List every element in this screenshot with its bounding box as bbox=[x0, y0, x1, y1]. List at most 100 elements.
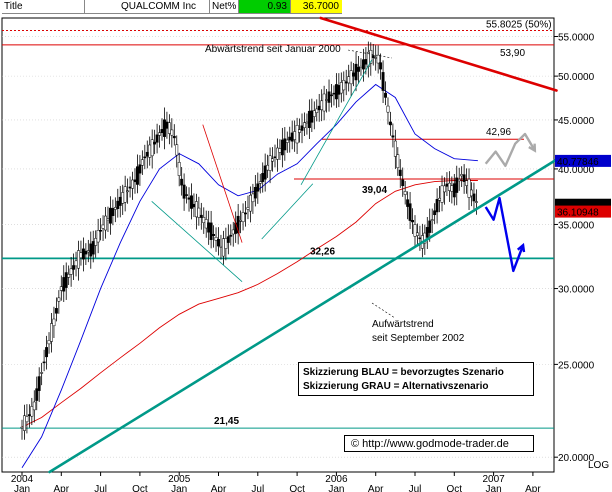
candle-body bbox=[258, 181, 262, 184]
candle-body bbox=[388, 121, 392, 126]
candle-body bbox=[246, 207, 250, 210]
candle-body bbox=[140, 159, 144, 166]
candle-body bbox=[165, 121, 169, 129]
candle-body bbox=[57, 297, 61, 302]
main-trendline bbox=[48, 158, 558, 474]
candle-body bbox=[290, 132, 294, 142]
candle-body bbox=[219, 245, 223, 248]
price-badge-label: 36.10948 bbox=[557, 208, 599, 219]
x-year-label: 2004 bbox=[11, 474, 34, 485]
level-label: 21,45 bbox=[214, 416, 239, 427]
candle-body bbox=[99, 230, 103, 232]
candle-body bbox=[54, 308, 58, 314]
candle-body bbox=[364, 59, 368, 65]
candle-body bbox=[209, 222, 213, 240]
candle-body bbox=[72, 265, 76, 270]
downtrend-label: Abwärtstrend seit Januar 2000 bbox=[205, 44, 341, 55]
candle-body bbox=[330, 94, 333, 97]
candle-body bbox=[253, 186, 257, 199]
candle-body bbox=[226, 236, 230, 243]
candle-body bbox=[447, 182, 451, 191]
scenario-arrowhead bbox=[528, 143, 537, 153]
y-tick-label: 35.0000 bbox=[558, 220, 595, 231]
candle-body bbox=[256, 183, 260, 192]
candle-body bbox=[104, 215, 107, 231]
candle-body bbox=[263, 165, 267, 180]
main-trendline bbox=[319, 16, 558, 92]
x-month-label: Jan bbox=[14, 484, 30, 492]
candle-body bbox=[305, 121, 309, 124]
candle-body bbox=[106, 218, 110, 221]
x-month-label: Jul bbox=[94, 484, 107, 492]
copyright-text: © http://www.godmode-trader.de bbox=[351, 438, 509, 450]
candle-body bbox=[339, 82, 343, 94]
candle-body bbox=[212, 234, 216, 236]
y-tick-label: 55.0000 bbox=[558, 32, 595, 43]
candle-body bbox=[35, 388, 39, 401]
moving-average-line bbox=[21, 83, 478, 468]
candle-body bbox=[207, 222, 211, 233]
candle-body bbox=[160, 129, 164, 134]
candle-body bbox=[307, 110, 311, 128]
candle-body bbox=[47, 340, 51, 345]
candle-body bbox=[185, 194, 189, 196]
x-month-label: Jul bbox=[409, 484, 422, 492]
candle-body bbox=[113, 207, 117, 210]
y-tick-label: 45.0000 bbox=[558, 116, 595, 127]
symbol-name: QUALCOMM Inc bbox=[85, 0, 210, 13]
sub-trendline bbox=[261, 183, 314, 240]
candle-body bbox=[69, 268, 73, 275]
candle-body bbox=[433, 210, 437, 216]
candle-body bbox=[32, 401, 36, 411]
candle-body bbox=[239, 220, 243, 222]
x-month-label: Apr bbox=[211, 484, 227, 492]
candle-body bbox=[359, 65, 363, 68]
candle-body bbox=[374, 57, 378, 59]
price-badge bbox=[555, 154, 611, 167]
scenario-grey-label: Skizzierung GRAU = Alternativszenario bbox=[303, 381, 489, 392]
level-label: 32,26 bbox=[310, 246, 335, 257]
scenario-path bbox=[484, 196, 525, 273]
x-month-label: Jan bbox=[171, 484, 187, 492]
candle-body bbox=[413, 224, 417, 237]
candle-body bbox=[408, 203, 412, 221]
candle-body bbox=[202, 217, 206, 223]
level-label: 53,90 bbox=[500, 48, 525, 59]
x-month-label: Oct bbox=[289, 484, 305, 492]
candle-body bbox=[440, 185, 444, 203]
candle-body bbox=[131, 179, 134, 189]
candle-body bbox=[472, 193, 476, 202]
candle-body bbox=[312, 110, 316, 117]
title-label: Title bbox=[2, 0, 85, 13]
candle-body bbox=[133, 179, 137, 183]
candle-body bbox=[45, 347, 49, 358]
header-row: Title QUALCOMM Inc Net% 0.93 36.7000 bbox=[2, 0, 342, 14]
candle-body bbox=[285, 139, 289, 143]
candle-body bbox=[40, 372, 44, 374]
candle-body bbox=[317, 105, 321, 111]
candle-body bbox=[86, 250, 90, 253]
candle-body bbox=[224, 238, 228, 249]
candle-body bbox=[268, 155, 272, 171]
candle-body bbox=[273, 156, 277, 159]
candle-body bbox=[298, 129, 302, 133]
candle-body bbox=[379, 62, 383, 70]
candle-body bbox=[123, 186, 127, 203]
candle-body bbox=[361, 59, 365, 70]
x-month-label: Jul bbox=[251, 484, 264, 492]
candle-body bbox=[371, 55, 375, 58]
candle-body bbox=[197, 207, 201, 218]
candle-body bbox=[138, 164, 142, 174]
copyright-box: © http://www.godmode-trader.de bbox=[344, 435, 534, 452]
candle-body bbox=[406, 199, 410, 207]
candle-body bbox=[261, 173, 265, 182]
candle-body bbox=[84, 250, 88, 255]
candle-body bbox=[278, 148, 282, 153]
candle-body bbox=[25, 416, 29, 423]
candle-body bbox=[428, 220, 432, 233]
candle-body bbox=[190, 195, 193, 209]
candle-body bbox=[276, 147, 279, 160]
candle-body bbox=[452, 183, 456, 198]
candle-body bbox=[381, 72, 385, 91]
candle-body bbox=[30, 406, 34, 417]
